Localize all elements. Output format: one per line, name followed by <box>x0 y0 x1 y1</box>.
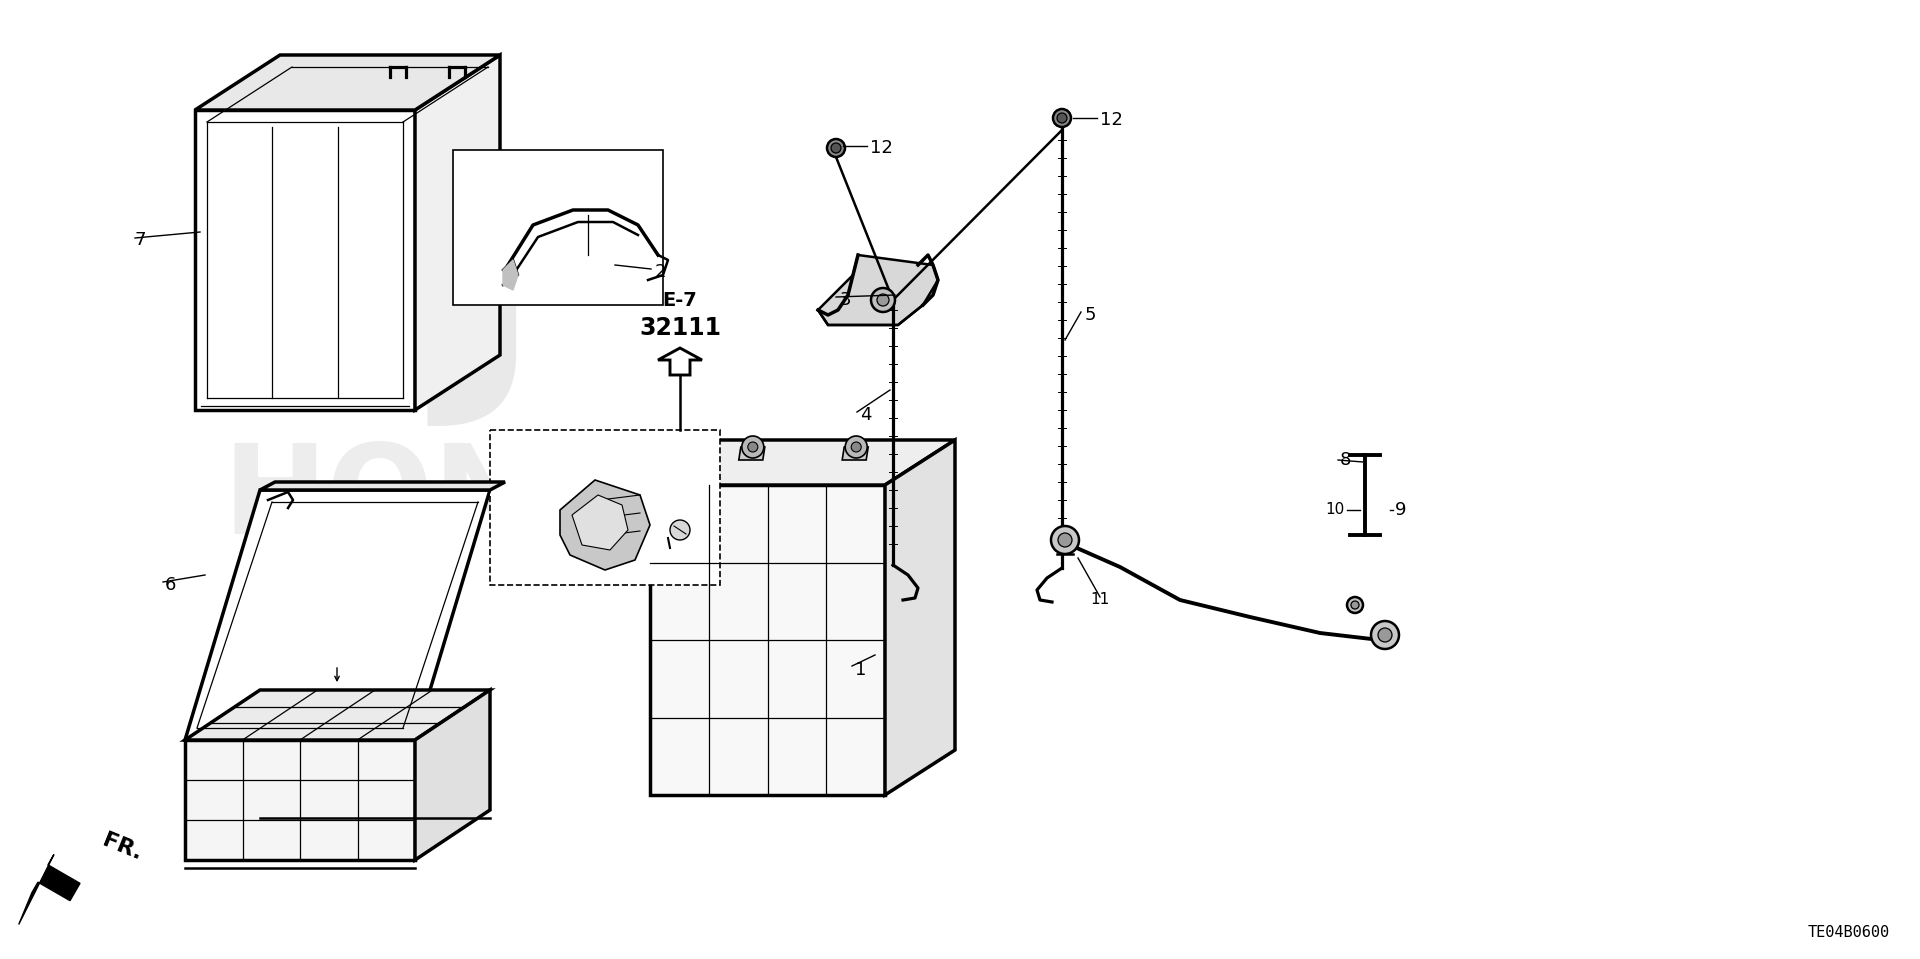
Polygon shape <box>651 485 885 795</box>
Polygon shape <box>196 55 499 110</box>
Circle shape <box>877 294 889 306</box>
Polygon shape <box>196 110 415 410</box>
Polygon shape <box>415 55 499 410</box>
Text: E-7: E-7 <box>662 291 697 310</box>
Circle shape <box>1352 601 1359 609</box>
Polygon shape <box>415 690 490 860</box>
Text: FR.: FR. <box>100 830 146 864</box>
Polygon shape <box>885 440 954 795</box>
Text: 4: 4 <box>860 406 872 424</box>
Text: HONDA: HONDA <box>223 439 737 560</box>
Circle shape <box>1379 628 1392 642</box>
Polygon shape <box>184 490 490 740</box>
Circle shape <box>1058 113 1068 123</box>
Text: 3: 3 <box>841 291 851 309</box>
Text: 1: 1 <box>854 661 866 679</box>
Circle shape <box>1050 526 1079 554</box>
Text: 6: 6 <box>165 576 177 594</box>
Polygon shape <box>19 854 81 924</box>
Text: 9: 9 <box>1396 501 1407 519</box>
Text: 7: 7 <box>134 231 146 249</box>
Circle shape <box>872 288 895 312</box>
Polygon shape <box>818 255 939 325</box>
Circle shape <box>670 520 689 540</box>
Circle shape <box>741 436 764 458</box>
Polygon shape <box>739 447 764 460</box>
Text: 10: 10 <box>1325 503 1344 518</box>
Polygon shape <box>659 348 703 375</box>
Polygon shape <box>843 447 868 460</box>
Circle shape <box>845 436 868 458</box>
Polygon shape <box>184 690 490 740</box>
Circle shape <box>828 139 845 157</box>
Circle shape <box>1348 597 1363 613</box>
Circle shape <box>831 143 841 153</box>
Text: 5: 5 <box>1085 306 1096 324</box>
Circle shape <box>1371 621 1400 649</box>
Text: 11: 11 <box>1091 593 1110 607</box>
Polygon shape <box>561 480 651 570</box>
Bar <box>490 430 720 585</box>
Text: 2: 2 <box>655 263 666 281</box>
Text: 12: 12 <box>1100 111 1123 129</box>
Text: 12: 12 <box>870 139 893 157</box>
Polygon shape <box>259 482 505 490</box>
Circle shape <box>851 442 862 452</box>
Polygon shape <box>503 260 518 290</box>
Polygon shape <box>184 740 415 860</box>
Text: 8: 8 <box>1340 451 1352 469</box>
Polygon shape <box>572 495 628 550</box>
Text: AJ: AJ <box>238 172 541 428</box>
Circle shape <box>1058 533 1071 547</box>
Text: TE04B0600: TE04B0600 <box>1809 925 1889 940</box>
Bar <box>453 150 662 305</box>
Text: 32111: 32111 <box>639 316 722 340</box>
Circle shape <box>747 442 758 452</box>
Circle shape <box>1052 109 1071 127</box>
Polygon shape <box>651 440 954 485</box>
